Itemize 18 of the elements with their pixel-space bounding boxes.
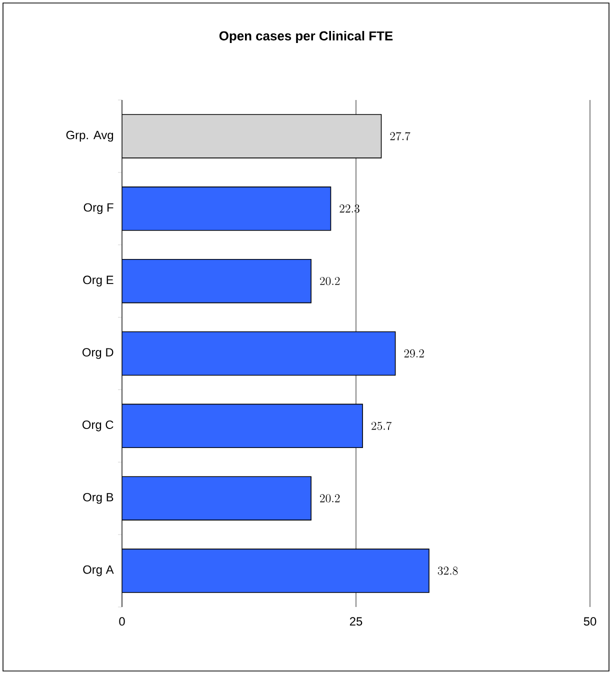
data-label: 20.2	[320, 276, 340, 286]
data-label: 32.8	[438, 566, 458, 575]
y-tick-label: Org C	[82, 420, 114, 432]
x-tick-label: 50	[584, 617, 596, 626]
chart-title: Open cases per Clinical FTE	[219, 30, 393, 44]
y-tick-label: Org A	[83, 565, 114, 576]
y-tick-label: Org F	[84, 203, 114, 214]
x-tick-label: 25	[350, 617, 362, 626]
y-tick-label: Org D	[82, 348, 114, 359]
data-label: 22.3	[340, 204, 360, 213]
y-tick-label: Grp. Avg	[66, 130, 114, 142]
data-label: 27.7	[390, 132, 410, 140]
data-label: 25.7	[372, 422, 392, 430]
x-tick-label: 0	[119, 617, 125, 626]
data-label: 29.2	[404, 349, 424, 358]
data-label: 20.2	[320, 494, 340, 502]
y-tick-label: Org E	[83, 276, 114, 286]
y-tick-label: Org B	[83, 492, 114, 504]
